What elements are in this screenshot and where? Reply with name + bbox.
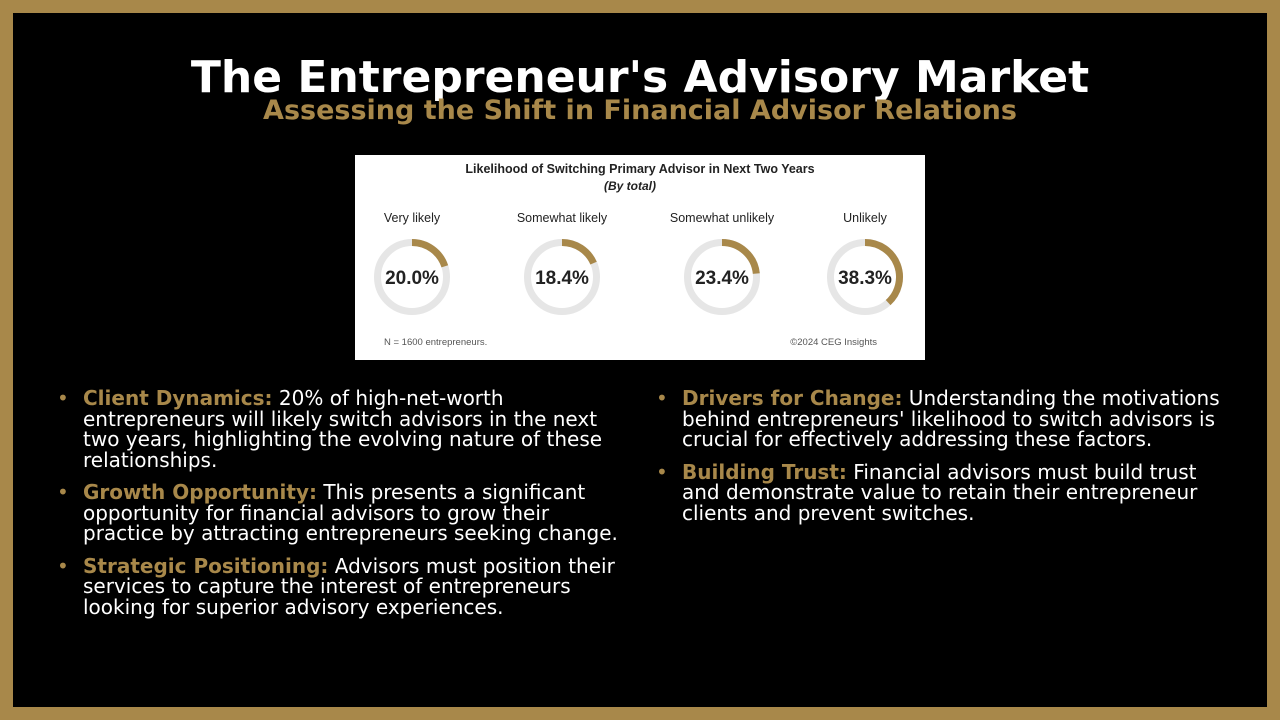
slide: The Entrepreneur's Advisory Market Asses… (13, 13, 1267, 707)
chart-title: Likelihood of Switching Primary Advisor … (465, 162, 814, 176)
bullet-dot: • (57, 386, 69, 410)
bullet-drivers-for-change: • Drivers for Change: Understanding the … (656, 388, 1221, 450)
bullet-heading: Growth Opportunity: (83, 480, 317, 504)
bullet-client-dynamics: • Client Dynamics: 20% of high-net-worth… (57, 388, 622, 470)
bullet-text: Financial advisors must build trust and … (682, 459, 1198, 525)
bullet-list-right: • Drivers for Change: Understanding the … (656, 388, 1221, 535)
bullet-text: 20% of high-net-worth entrepreneurs will… (83, 386, 603, 472)
bullet-heading: Drivers for Change: (682, 386, 903, 410)
bullet-text: Understanding the motivations behind ent… (682, 386, 1220, 451)
donut-arc-somewhat-unlikely (721, 239, 760, 275)
donut-arc-somewhat-likely (561, 239, 597, 265)
bullet-heading: Building Trust: (682, 459, 847, 484)
chart-card: Likelihood of Switching Primary Advisor … (355, 155, 925, 360)
donut-arc-very-likely (411, 239, 449, 268)
category-label-somewhat-unlikely: Somewhat unlikely (670, 211, 775, 225)
category-label-unlikely: Unlikely (843, 211, 888, 225)
chart-footnote: N = 1600 entrepreneurs. (384, 337, 487, 348)
donut-chart: Likelihood of Switching Primary Advisor … (374, 162, 903, 348)
value-label-unlikely: 38.3% (838, 268, 892, 289)
donut-arc-unlikely (864, 239, 903, 306)
bullet-dot: • (656, 459, 668, 484)
bullet-dot: • (656, 386, 668, 410)
bullet-heading: Client Dynamics: (83, 386, 273, 410)
category-label-very-likely: Very likely (384, 211, 441, 225)
category-label-somewhat-likely: Somewhat likely (517, 211, 608, 225)
value-label-somewhat-unlikely: 23.4% (695, 268, 749, 289)
bullet-dot: • (57, 553, 69, 578)
bullet-list-left: • Client Dynamics: 20% of high-net-worth… (57, 388, 622, 629)
chart-subtitle: (By total) (604, 179, 656, 193)
chart-source: ©2024 CEG Insights (790, 337, 877, 348)
donut-group: Very likely 20.0% Somewhat likely 18.4% Some… (374, 211, 903, 315)
bullet-dot: • (57, 480, 69, 504)
bullet-building-trust: • Building Trust: Financial advisors mus… (656, 459, 1221, 525)
value-label-somewhat-likely: 18.4% (535, 268, 589, 289)
bullet-growth-opportunity: • Growth Opportunity: This presents a si… (57, 482, 622, 544)
bullet-heading: Strategic Positioning: (83, 553, 329, 578)
bullet-text: Advisors must position their services to… (83, 553, 615, 619)
slide-title: The Entrepreneur's Advisory Market (190, 52, 1090, 103)
bullet-strategic-positioning: • Strategic Positioning: Advisors must p… (57, 553, 622, 619)
slide-subtitle: Assessing the Shift in Financial Advisor… (263, 95, 1017, 126)
value-label-very-likely: 20.0% (385, 268, 439, 289)
bullet-text: This presents a significant opportunity … (83, 480, 618, 545)
